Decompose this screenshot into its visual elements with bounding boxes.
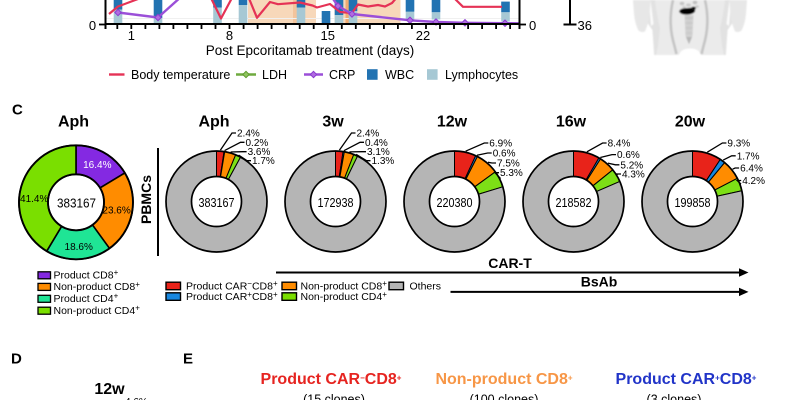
svg-text:22: 22: [416, 28, 430, 43]
svg-text:4.2%: 4.2%: [742, 176, 765, 187]
svg-text:0: 0: [89, 18, 96, 33]
svg-text:2.4%: 2.4%: [357, 129, 380, 140]
svg-text:BsAb: BsAb: [581, 274, 618, 290]
svg-text:12w: 12w: [94, 381, 125, 398]
svg-text:8: 8: [226, 28, 233, 43]
svg-text:8.4%: 8.4%: [608, 139, 631, 150]
svg-text:4.6%: 4.6%: [125, 397, 148, 400]
svg-text:D: D: [11, 350, 22, 367]
svg-text:3.1%: 3.1%: [367, 147, 390, 158]
svg-text:3.6%: 3.6%: [248, 147, 271, 158]
svg-text:12w: 12w: [437, 113, 468, 130]
svg-text:Product CD4+: Product CD4+: [54, 292, 119, 305]
svg-text:15: 15: [321, 28, 335, 43]
svg-text:0.2%: 0.2%: [246, 138, 269, 149]
svg-text:172938: 172938: [318, 196, 354, 210]
svg-text:LDH: LDH: [262, 68, 287, 82]
svg-text:5.3%: 5.3%: [500, 168, 523, 179]
svg-text:0.6%: 0.6%: [617, 150, 640, 161]
svg-text:(15 clones): (15 clones): [303, 393, 365, 400]
svg-text:Product CAR+CD8+: Product CAR+CD8+: [186, 290, 278, 303]
svg-text:41.4%: 41.4%: [20, 194, 48, 205]
svg-text:Product CAR−CD8+: Product CAR−CD8+: [186, 279, 278, 292]
svg-text:6.9%: 6.9%: [489, 139, 512, 150]
svg-text:0.4%: 0.4%: [365, 138, 388, 149]
svg-text:4.3%: 4.3%: [622, 170, 645, 181]
svg-text:2.4%: 2.4%: [237, 129, 260, 140]
svg-text:1.3%: 1.3%: [372, 156, 395, 167]
svg-text:20w: 20w: [675, 113, 706, 130]
svg-text:E: E: [183, 350, 193, 367]
svg-text:16w: 16w: [556, 113, 587, 130]
svg-text:Non-product CD8+: Non-product CD8+: [54, 280, 141, 293]
svg-text:Product CAR+CD8+: Product CAR+CD8+: [616, 371, 757, 388]
svg-text:0.6%: 0.6%: [493, 149, 516, 160]
svg-text:3w: 3w: [322, 113, 344, 130]
svg-text:Product CAR−CD8+: Product CAR−CD8+: [261, 371, 402, 388]
svg-text:Non-product CD4+: Non-product CD4+: [54, 304, 141, 317]
svg-text:WBC: WBC: [385, 68, 414, 82]
svg-text:36: 36: [578, 18, 592, 33]
svg-text:Non-product CD8+: Non-product CD8+: [301, 279, 388, 292]
svg-text:199858: 199858: [675, 196, 711, 210]
svg-text:PBMCs: PBMCs: [138, 175, 154, 224]
svg-text:Post Epcoritamab treatment (da: Post Epcoritamab treatment (days): [206, 43, 415, 58]
svg-text:7.5%: 7.5%: [497, 159, 520, 170]
svg-text:1: 1: [128, 28, 135, 43]
svg-text:5.2%: 5.2%: [620, 160, 643, 171]
svg-text:(100 clones): (100 clones): [470, 393, 539, 400]
svg-text:0: 0: [529, 18, 536, 33]
svg-text:Non-product CD4+: Non-product CD4+: [301, 290, 388, 303]
svg-text:6.4%: 6.4%: [740, 164, 763, 175]
svg-text:Product CD8+: Product CD8+: [54, 268, 119, 281]
svg-text:9.3%: 9.3%: [727, 139, 750, 150]
svg-text:Others: Others: [410, 281, 442, 293]
svg-text:Aph: Aph: [198, 113, 229, 130]
svg-text:16.4%: 16.4%: [83, 160, 111, 171]
svg-text:Aph: Aph: [58, 114, 89, 131]
svg-text:(3 clones): (3 clones): [647, 393, 702, 400]
svg-text:C: C: [12, 102, 23, 119]
svg-text:18.6%: 18.6%: [65, 242, 93, 253]
svg-text:1.7%: 1.7%: [252, 156, 275, 167]
svg-text:Lymphocytes: Lymphocytes: [445, 68, 518, 82]
svg-text:23.6%: 23.6%: [102, 205, 130, 216]
svg-text:383167: 383167: [199, 196, 235, 210]
svg-text:CAR-T: CAR-T: [488, 255, 532, 271]
svg-text:Body temperature: Body temperature: [131, 68, 230, 82]
svg-text:1.7%: 1.7%: [737, 151, 760, 162]
svg-text:CRP: CRP: [329, 68, 355, 82]
svg-text:Non-product CD8+: Non-product CD8+: [435, 371, 572, 388]
svg-text:220380: 220380: [437, 196, 473, 210]
svg-text:218582: 218582: [556, 196, 592, 210]
svg-text:383167: 383167: [57, 196, 96, 210]
